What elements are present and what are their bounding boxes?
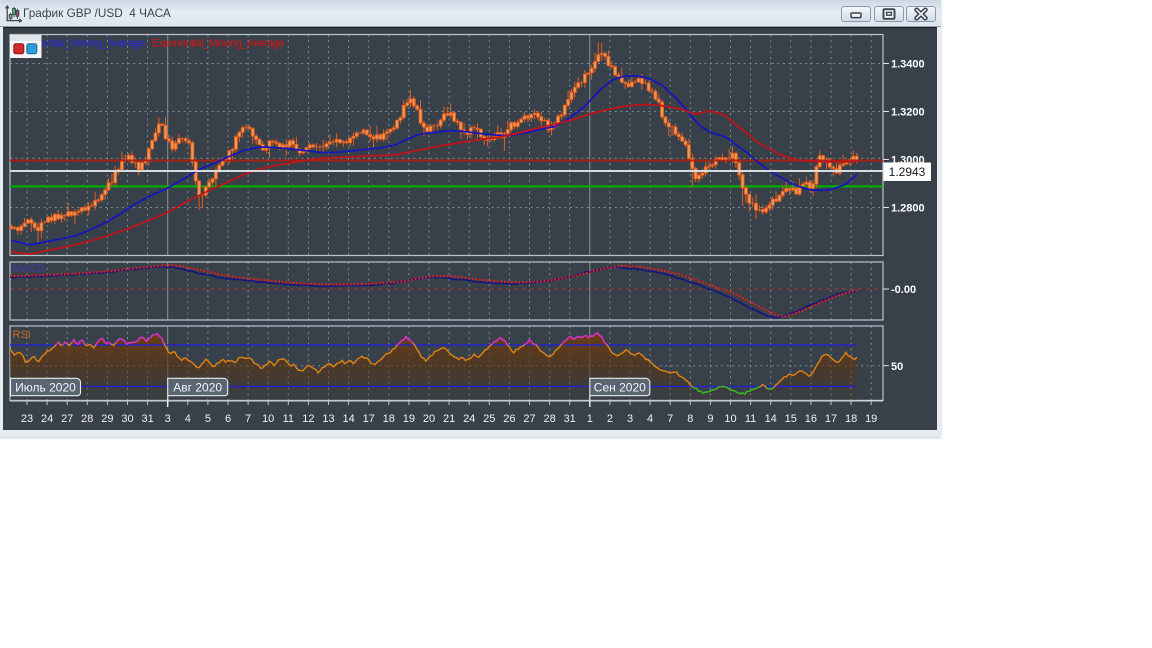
svg-text:14: 14 [765,413,777,425]
svg-text:1.3200: 1.3200 [891,107,925,119]
svg-text:7: 7 [245,413,251,425]
svg-text:MACD: MACD [13,263,45,275]
svg-text:-0.00: -0.00 [891,284,916,296]
svg-text:15: 15 [785,413,797,425]
svg-text:3: 3 [627,413,633,425]
svg-text:24: 24 [41,413,53,425]
svg-text:ential_Moving_Average:: ential_Moving_Average: [42,38,147,50]
svg-text:28: 28 [543,413,555,425]
svg-text:1.2800: 1.2800 [891,203,925,215]
svg-text:18: 18 [383,413,395,425]
svg-text:19: 19 [403,413,415,425]
svg-text:24: 24 [463,413,475,425]
svg-text:2: 2 [607,413,613,425]
svg-text:17: 17 [825,413,837,425]
svg-text:10: 10 [724,413,736,425]
svg-text:4: 4 [185,413,191,425]
svg-text:12: 12 [302,413,314,425]
svg-text:14: 14 [342,413,354,425]
svg-text:Exponential_Moving_Average: Exponential_Moving_Average [152,38,285,50]
svg-text:20: 20 [423,413,435,425]
svg-text:11: 11 [745,413,756,425]
svg-text:10: 10 [262,413,274,425]
svg-text:1.2943: 1.2943 [889,165,926,179]
svg-text:27: 27 [523,413,535,425]
svg-text:RSI: RSI [13,329,31,341]
svg-text:Июль 2020: Июль 2020 [15,381,76,395]
svg-text:Авг 2020: Авг 2020 [173,381,222,395]
svg-text:16: 16 [805,413,817,425]
svg-text:8: 8 [687,413,693,425]
svg-text:5: 5 [205,413,211,425]
svg-text:7: 7 [667,413,673,425]
svg-text:26: 26 [503,413,515,425]
svg-text:9: 9 [707,413,713,425]
svg-text:18: 18 [845,413,857,425]
svg-text:6: 6 [225,413,231,425]
svg-text:11: 11 [283,413,294,425]
svg-text:23: 23 [21,413,33,425]
svg-text:29: 29 [101,413,113,425]
svg-text:1: 1 [587,413,593,425]
svg-text:25: 25 [483,413,495,425]
svg-text:31: 31 [564,413,576,425]
svg-text:30: 30 [121,413,133,425]
svg-text:13: 13 [322,413,334,425]
svg-text:50: 50 [891,361,903,373]
svg-text:3: 3 [165,413,171,425]
svg-text:17: 17 [363,413,375,425]
svg-text:31: 31 [141,413,153,425]
svg-text:1.3400: 1.3400 [891,59,925,71]
svg-text:28: 28 [81,413,93,425]
svg-text:Сен 2020: Сен 2020 [594,381,646,395]
svg-text:19: 19 [865,413,877,425]
svg-text:4: 4 [647,413,653,425]
svg-text:27: 27 [61,413,73,425]
svg-text:21: 21 [443,413,455,425]
